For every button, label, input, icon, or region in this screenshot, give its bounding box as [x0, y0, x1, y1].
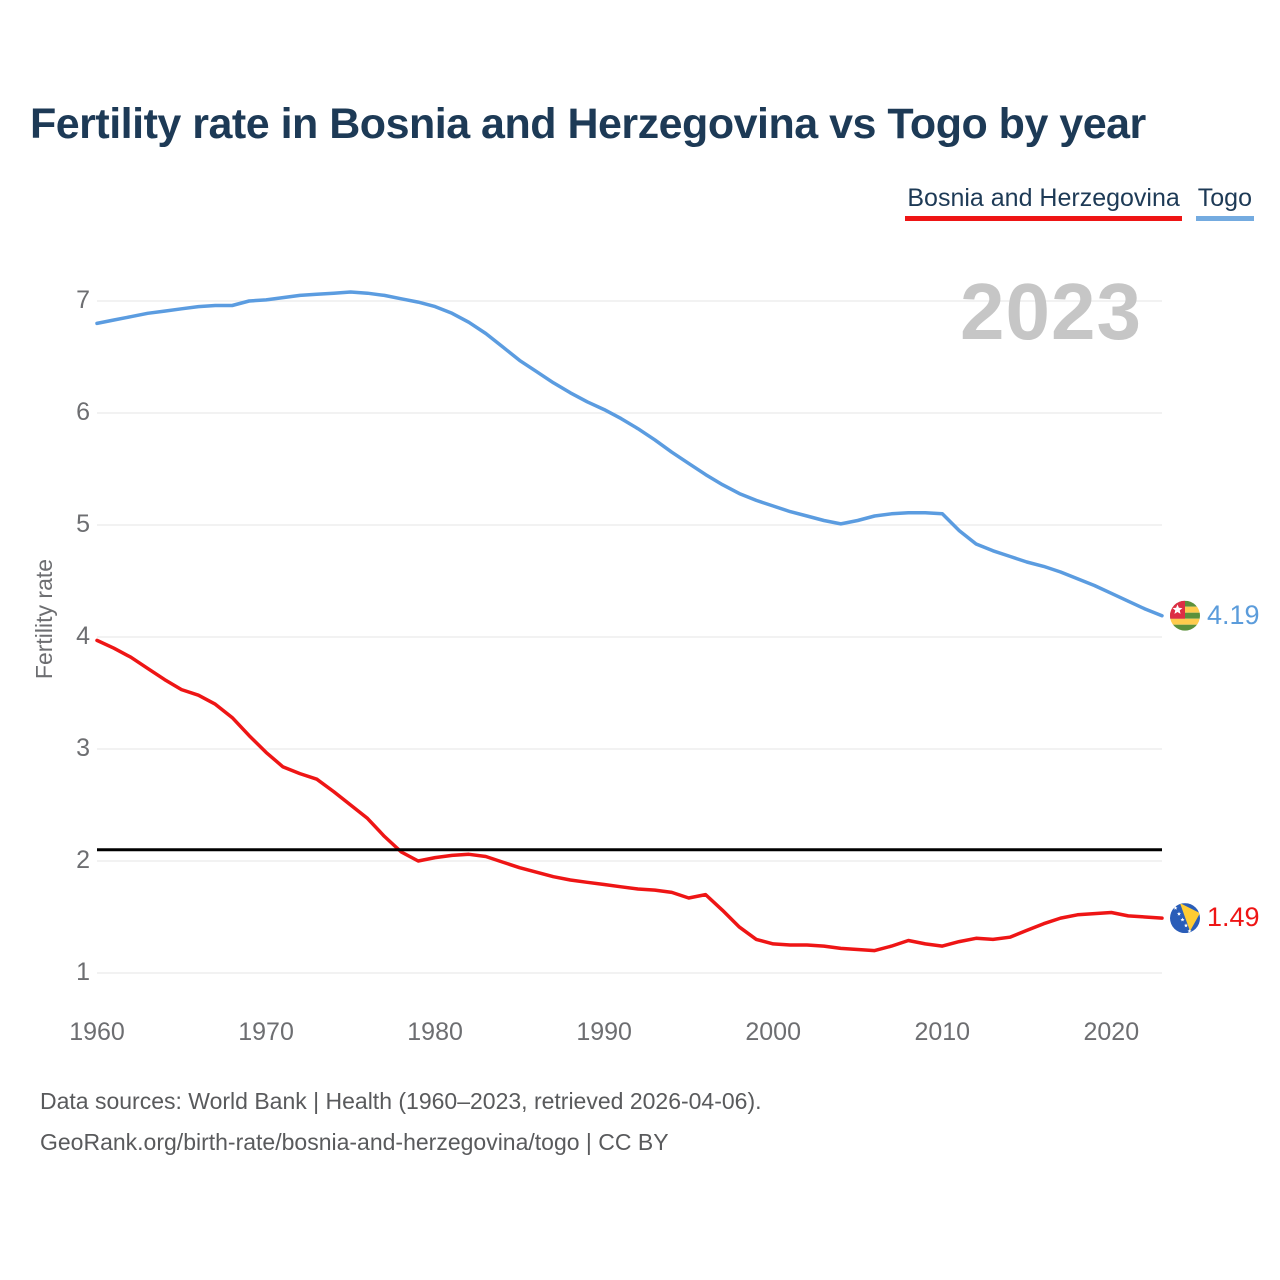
footer-url-line: GeoRank.org/birth-rate/bosnia-and-herzeg…	[40, 1129, 669, 1155]
y-tick-label: 2	[76, 846, 90, 874]
togo-value-label: 4.19	[1207, 599, 1260, 630]
footer-source-line: Data sources: World Bank | Health (1960–…	[40, 1088, 762, 1114]
bosnia-value-label: 1.49	[1207, 902, 1260, 933]
y-tick-label: 6	[76, 398, 90, 426]
x-tick-label: 1990	[576, 1018, 632, 1046]
x-tick-label: 2000	[745, 1018, 801, 1046]
togo-series-line	[95, 290, 1164, 618]
bosnia-series-line	[95, 638, 1164, 953]
y-tick-label: 4	[76, 622, 90, 650]
legend-item-bosnia[interactable]: Bosnia and Herzegovina	[905, 184, 1182, 221]
y-tick-label: 1	[76, 958, 90, 986]
bosnia-flag-icon	[1170, 903, 1200, 934]
watermark-year: 2023	[960, 267, 1142, 356]
x-tick-label: 1980	[407, 1018, 463, 1046]
x-tick-label: 2020	[1083, 1018, 1140, 1046]
togo-flag-icon	[1170, 600, 1200, 631]
y-tick-label: 7	[76, 286, 90, 314]
legend-item-togo[interactable]: Togo	[1195, 184, 1254, 221]
y-tick-label: 3	[76, 734, 90, 762]
x-tick-label: 2010	[914, 1018, 971, 1046]
legend: Bosnia and Herzegovina Togo	[905, 184, 1254, 221]
page-title: Fertility rate in Bosnia and Herzegovina…	[30, 100, 1146, 148]
x-tick-label: 1970	[238, 1018, 294, 1046]
y-tick-label: 5	[76, 510, 90, 538]
x-tick-label: 1960	[69, 1018, 125, 1046]
